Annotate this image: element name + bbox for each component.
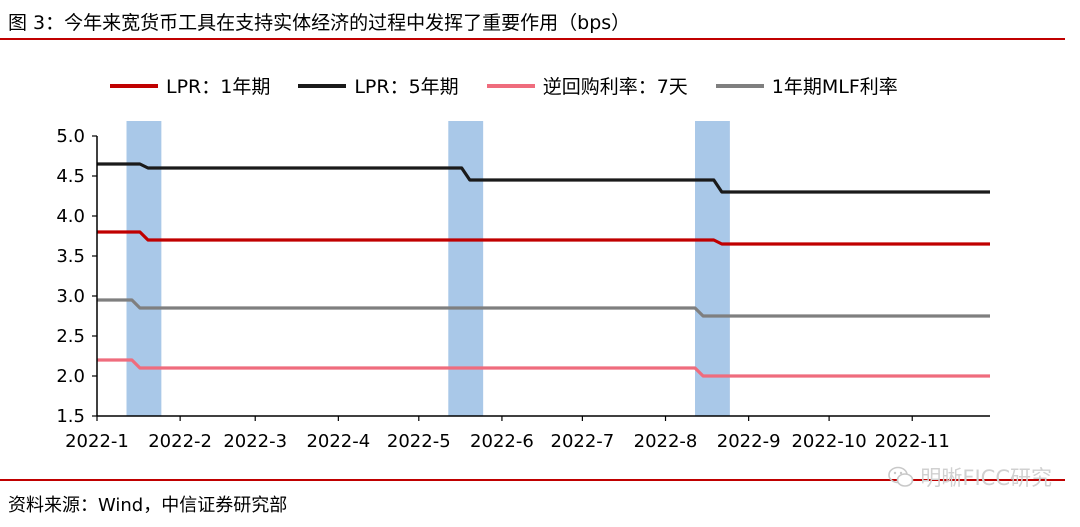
legend-swatch-lpr-1y <box>110 83 158 88</box>
y-tick-label: 3.5 <box>56 246 85 267</box>
y-tick-label: 4.0 <box>56 206 85 227</box>
legend-item-lpr-5y: LPR：5年期 <box>298 72 459 99</box>
series-line-4 <box>97 298 990 318</box>
y-tick-label: 2.5 <box>56 326 85 347</box>
legend-label-lpr-1y: LPR：1年期 <box>166 76 271 98</box>
x-tick-label: 2022-7 <box>551 431 615 452</box>
x-tick-label: 2022-10 <box>791 431 866 452</box>
x-tick-label: 2022-5 <box>387 431 451 452</box>
watermark: 明晰FICC研究 <box>888 462 1052 492</box>
legend-item-lpr-1y: LPR：1年期 <box>110 72 270 99</box>
highlight-band-2 <box>448 121 484 416</box>
legend-swatch-lpr-5y <box>298 83 347 88</box>
y-tick-label: 3.0 <box>56 286 85 307</box>
x-tick-label: 2022-1 <box>65 431 129 452</box>
legend-label-lpr-5y: LPR：5年期 <box>354 76 459 98</box>
legend-item-mlf-1y: 1年期MLF利率 <box>715 72 898 99</box>
legend-swatch-reverse-repo-7d <box>486 83 535 88</box>
legend-label-mlf-1y: 1年期MLF利率 <box>771 76 898 98</box>
x-tick-label: 2022-6 <box>470 431 534 452</box>
watermark-text: 明晰FICC研究 <box>920 466 1052 490</box>
y-tick-label: 2.0 <box>56 366 85 387</box>
wechat-icon <box>888 466 914 487</box>
highlight-band-3 <box>695 121 730 416</box>
chart-plot: 5.0 4.5 4.0 3.5 3.0 2.5 2.0 1.5 2022-1 2022-2 2022… <box>56 121 990 452</box>
y-tick-label: 4.5 <box>56 166 85 187</box>
x-tick-label: 2022-11 <box>875 431 950 452</box>
chart-legend: LPR：1年期 LPR：5年期 逆回购利率：7天 1年期MLF利率 <box>110 72 926 99</box>
figure-title: 图 3：今年来宽货币工具在支持实体经济的过程中发挥了重要作用（bps） <box>8 12 631 34</box>
series-line-1 <box>97 230 990 246</box>
x-tick-label: 2022-4 <box>306 431 370 452</box>
legend-swatch-mlf-1y <box>715 83 764 88</box>
y-tick-label: 1.5 <box>56 406 85 427</box>
source-note: 资料来源：Wind，中信证券研究部 <box>8 495 288 516</box>
legend-label-reverse-repo-7d: 逆回购利率：7天 <box>542 76 688 98</box>
top-rule <box>0 38 1065 40</box>
y-tick-label: 5.0 <box>56 126 85 147</box>
bottom-rule <box>0 479 1065 481</box>
x-tick-label: 2022-2 <box>148 431 212 452</box>
legend-item-reverse-repo-7d: 逆回购利率：7天 <box>486 72 688 99</box>
series-line-3 <box>97 358 990 378</box>
x-tick-label: 2022-3 <box>223 431 287 452</box>
series-line-2 <box>97 162 990 194</box>
x-tick-label: 2022-8 <box>634 431 698 452</box>
x-tick-label: 2022-9 <box>717 431 781 452</box>
